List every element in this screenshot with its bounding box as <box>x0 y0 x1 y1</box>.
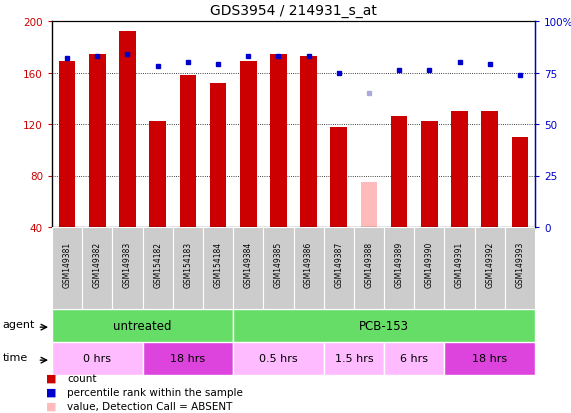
Text: GDS3954 / 214931_s_at: GDS3954 / 214931_s_at <box>210 4 377 18</box>
Text: GSM149392: GSM149392 <box>485 241 494 287</box>
Bar <box>112 228 143 309</box>
Text: untreated: untreated <box>113 319 172 332</box>
Text: 18 hrs: 18 hrs <box>472 354 507 363</box>
Bar <box>391 117 408 228</box>
Text: agent: agent <box>3 319 35 329</box>
Bar <box>52 342 143 375</box>
Text: GSM149384: GSM149384 <box>244 241 253 287</box>
Bar <box>444 228 475 309</box>
Bar <box>233 342 324 375</box>
Text: ■: ■ <box>46 401 56 411</box>
Text: percentile rank within the sample: percentile rank within the sample <box>67 387 243 397</box>
Bar <box>512 138 528 228</box>
Text: 6 hrs: 6 hrs <box>400 354 428 363</box>
Text: GSM149391: GSM149391 <box>455 241 464 287</box>
Bar <box>481 112 498 228</box>
Bar <box>384 342 444 375</box>
Text: count: count <box>67 373 97 383</box>
Bar <box>384 228 414 309</box>
Text: 18 hrs: 18 hrs <box>170 354 206 363</box>
Text: GSM154183: GSM154183 <box>183 241 192 287</box>
Bar <box>179 76 196 228</box>
Bar <box>324 342 384 375</box>
Text: value, Detection Call = ABSENT: value, Detection Call = ABSENT <box>67 401 233 411</box>
Bar <box>89 55 106 228</box>
Bar <box>300 57 317 228</box>
Bar <box>293 228 324 309</box>
Text: ■: ■ <box>46 387 56 397</box>
Bar <box>263 228 293 309</box>
Text: GSM149382: GSM149382 <box>93 241 102 287</box>
Bar <box>210 83 226 228</box>
Text: GSM149381: GSM149381 <box>63 241 71 287</box>
Text: GSM154184: GSM154184 <box>214 241 223 287</box>
Bar <box>233 309 535 342</box>
Bar <box>52 228 82 309</box>
Bar <box>233 228 263 309</box>
Text: GSM154182: GSM154182 <box>153 241 162 287</box>
Bar <box>270 55 287 228</box>
Text: ■: ■ <box>46 373 56 383</box>
Text: time: time <box>3 352 28 362</box>
Text: 0 hrs: 0 hrs <box>83 354 111 363</box>
Bar <box>331 127 347 228</box>
Text: GSM149383: GSM149383 <box>123 241 132 287</box>
Bar <box>143 342 233 375</box>
Text: GSM149385: GSM149385 <box>274 241 283 287</box>
Bar <box>203 228 233 309</box>
Text: GSM149393: GSM149393 <box>516 241 524 287</box>
Bar <box>119 32 136 228</box>
Text: GSM149387: GSM149387 <box>334 241 343 287</box>
Text: GSM149389: GSM149389 <box>395 241 404 287</box>
Bar <box>414 228 444 309</box>
Text: PCB-153: PCB-153 <box>359 319 409 332</box>
Bar <box>361 183 377 228</box>
Bar <box>324 228 354 309</box>
Bar <box>82 228 112 309</box>
Bar <box>52 309 233 342</box>
Bar <box>354 228 384 309</box>
Text: GSM149386: GSM149386 <box>304 241 313 287</box>
Text: 1.5 hrs: 1.5 hrs <box>335 354 373 363</box>
Bar <box>444 342 535 375</box>
Text: GSM149388: GSM149388 <box>364 241 373 287</box>
Text: GSM149390: GSM149390 <box>425 241 434 287</box>
Bar <box>505 228 535 309</box>
Bar <box>421 122 437 228</box>
Bar <box>451 112 468 228</box>
Bar <box>150 122 166 228</box>
Bar <box>173 228 203 309</box>
Bar <box>59 62 75 228</box>
Bar <box>475 228 505 309</box>
Bar <box>240 62 256 228</box>
Text: 0.5 hrs: 0.5 hrs <box>259 354 297 363</box>
Bar <box>143 228 173 309</box>
